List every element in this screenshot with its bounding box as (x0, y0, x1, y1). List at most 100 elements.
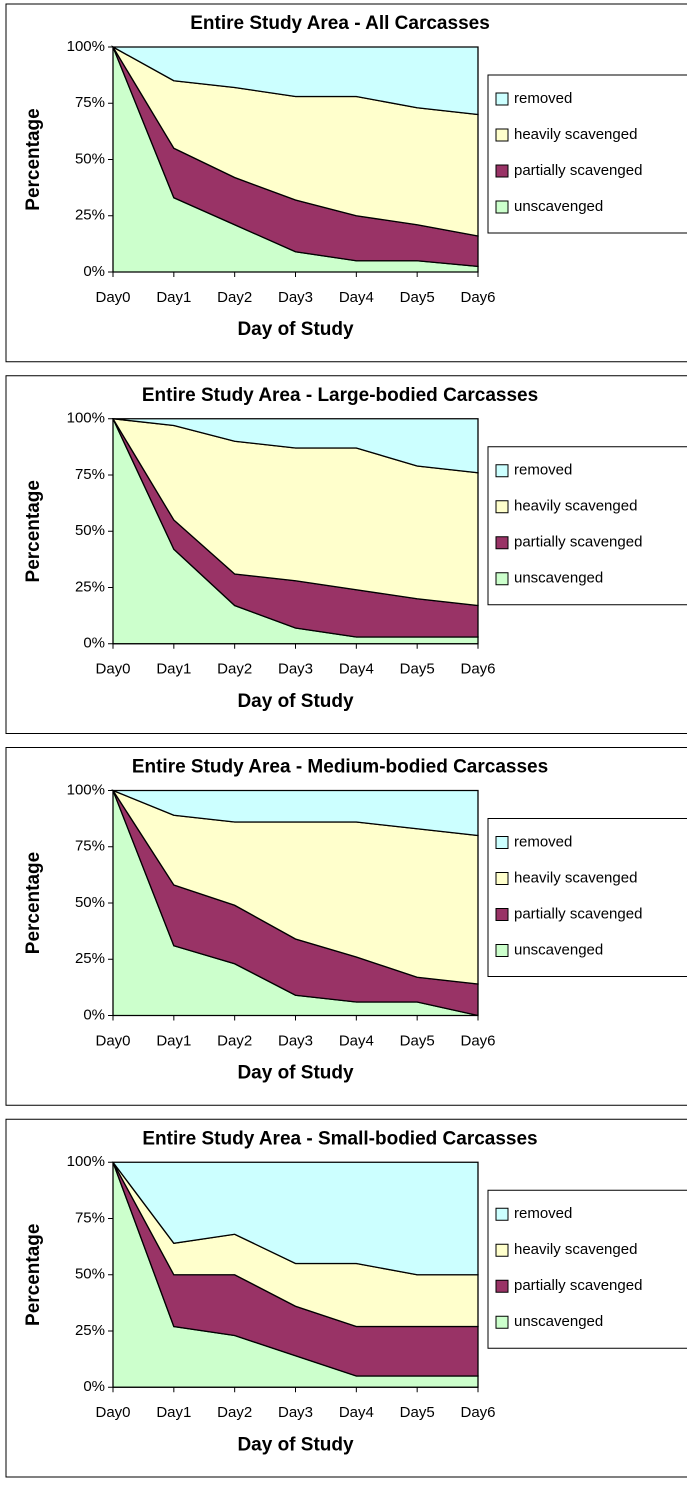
chart-title: Entire Study Area - Medium-bodied Carcas… (132, 757, 548, 778)
x-tick-label: Day2 (217, 1032, 252, 1049)
legend-label: removed (514, 833, 572, 850)
legend-label: removed (514, 1205, 572, 1222)
y-tick-label: 100% (67, 38, 105, 55)
legend-label: removed (514, 90, 572, 107)
x-tick-label: Day6 (460, 1032, 495, 1049)
area (112, 418, 479, 474)
y-tick-label: 0% (83, 263, 105, 280)
legend-swatch (495, 836, 509, 849)
y-tick-label: 50% (75, 150, 105, 167)
legend-swatch (495, 92, 509, 106)
y-tick-label: 75% (75, 94, 105, 111)
x-tick-label: Day5 (400, 1404, 435, 1421)
x-tick-label: Day4 (339, 289, 374, 306)
x-tick-label: Day1 (156, 289, 191, 306)
legend-label: partially scavenged (514, 162, 642, 179)
y-tick-label: 100% (67, 781, 105, 798)
x-tick-label: Day2 (217, 289, 252, 306)
legend-swatch (495, 200, 509, 214)
legend-swatch (495, 1279, 509, 1293)
legend-swatch (495, 536, 509, 550)
x-tick-label: Day6 (460, 289, 495, 306)
legend-swatch (495, 1207, 509, 1221)
y-tick-label: 50% (75, 522, 105, 539)
legend-box (487, 818, 687, 977)
chart-title: Entire Study Area - Small-bodied Carcass… (142, 1128, 537, 1149)
y-tick-label: 75% (75, 1209, 105, 1226)
chart-title: Entire Study Area - All Carcasses (190, 13, 490, 34)
legend-box (487, 1189, 687, 1349)
x-tick-label: Day2 (217, 1404, 252, 1421)
x-axis-title: Day of Study (237, 319, 354, 340)
legend-label: heavily scavenged (514, 1241, 637, 1258)
legend-swatch (495, 944, 509, 957)
y-tick-label: 0% (83, 635, 105, 652)
legend-label: removed (514, 462, 572, 479)
x-axis-title: Day of Study (237, 1063, 354, 1084)
x-tick-label: Day4 (339, 1404, 374, 1421)
area (112, 789, 479, 837)
legend-label: partially scavenged (514, 905, 642, 922)
y-tick-label: 75% (75, 838, 105, 855)
y-tick-label: 25% (75, 1322, 105, 1339)
x-tick-label: Day6 (460, 1404, 495, 1421)
y-tick-label: 25% (75, 578, 105, 595)
x-tick-label: Day3 (278, 1404, 313, 1421)
x-axis-title: Day of Study (237, 1434, 354, 1455)
x-tick-label: Day0 (95, 289, 130, 306)
x-tick-label: Day3 (278, 661, 313, 678)
y-tick-label: 50% (75, 894, 105, 911)
legend-label: unscavenged (514, 198, 603, 215)
legend-swatch (495, 164, 509, 178)
legend-swatch (495, 1315, 509, 1329)
legend-swatch (495, 1243, 509, 1257)
x-axis-title: Day of Study (237, 691, 354, 712)
legend-label: heavily scavenged (514, 498, 637, 515)
y-axis-title: Percentage (23, 108, 44, 210)
y-axis-title: Percentage (23, 1224, 44, 1326)
x-tick-label: Day6 (460, 661, 495, 678)
legend-label: unscavenged (514, 941, 603, 958)
x-tick-label: Day1 (156, 1032, 191, 1049)
legend-swatch (495, 464, 509, 478)
legend-swatch (495, 908, 509, 921)
y-tick-label: 25% (75, 950, 105, 967)
legend-label: heavily scavenged (514, 126, 637, 143)
legend-label: heavily scavenged (514, 869, 637, 886)
y-tick-label: 0% (83, 1006, 105, 1023)
x-tick-label: Day5 (400, 1032, 435, 1049)
legend-box (487, 74, 687, 234)
x-tick-label: Day5 (400, 661, 435, 678)
y-tick-label: 50% (75, 1266, 105, 1283)
x-tick-label: Day5 (400, 289, 435, 306)
legend-box (487, 446, 687, 606)
legend-swatch (495, 128, 509, 142)
y-axis-title: Percentage (23, 852, 44, 954)
x-tick-label: Day0 (95, 1032, 130, 1049)
x-tick-label: Day0 (95, 1404, 130, 1421)
x-tick-label: Day3 (278, 289, 313, 306)
x-tick-label: Day1 (156, 661, 191, 678)
x-tick-label: Day4 (339, 1032, 374, 1049)
chart-title: Entire Study Area - Large-bodied Carcass… (142, 385, 538, 406)
y-tick-label: 0% (83, 1378, 105, 1395)
x-tick-label: Day2 (217, 661, 252, 678)
y-tick-label: 25% (75, 207, 105, 224)
legend-label: unscavenged (514, 1313, 603, 1330)
y-tick-label: 75% (75, 466, 105, 483)
area (110, 46, 479, 116)
legend-swatch (495, 572, 509, 586)
x-tick-label: Day0 (95, 661, 130, 678)
y-tick-label: 100% (67, 1153, 105, 1170)
x-tick-label: Day3 (278, 1032, 313, 1049)
y-axis-title: Percentage (23, 480, 44, 582)
x-tick-label: Day1 (156, 1404, 191, 1421)
x-tick-label: Day4 (339, 661, 374, 678)
area (111, 1161, 479, 1276)
legend-label: unscavenged (514, 570, 603, 587)
legend-swatch (495, 500, 509, 514)
legend-label: partially scavenged (514, 534, 642, 551)
legend-label: partially scavenged (514, 1277, 642, 1294)
y-tick-label: 100% (67, 410, 105, 427)
